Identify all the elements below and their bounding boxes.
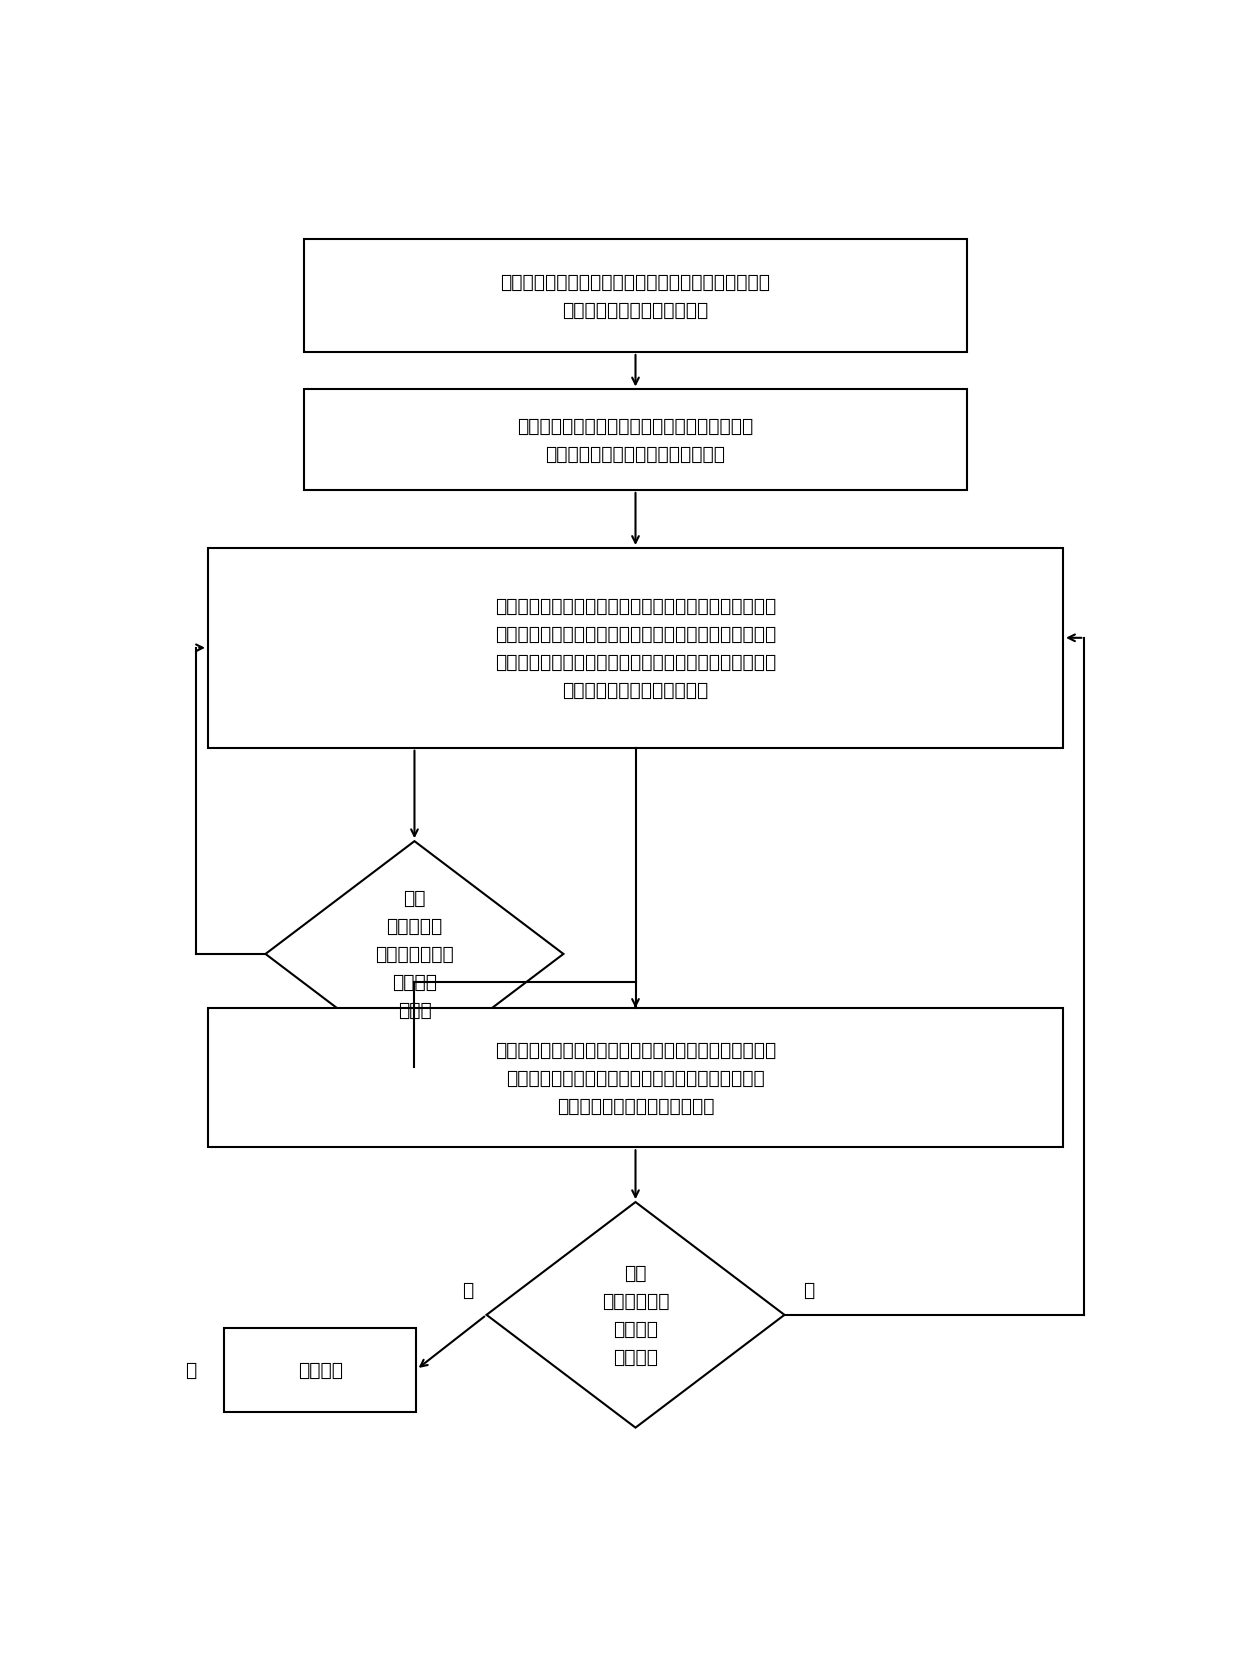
Text: 是: 是 [461,1280,472,1300]
Text: 判断
实时监测的
电池单体的温度
是否高于
设定值: 判断 实时监测的 电池单体的温度 是否高于 设定值 [374,888,454,1021]
Text: 当前述电压值最低的电池单体的电压达到一个预设值时，
通过电池管理器给出命令断开充电中的电池组对应的
开关，终止对该电池组进行充电: 当前述电压值最低的电池单体的电压达到一个预设值时， 通过电池管理器给出命令断开充… [495,1041,776,1116]
Text: 判断
电池整体电压
是否达到
要求电压: 判断 电池整体电压 是否达到 要求电压 [601,1263,670,1367]
FancyBboxPatch shape [304,390,967,490]
FancyBboxPatch shape [208,1009,1063,1148]
Text: 停止充电: 停止充电 [298,1360,342,1379]
FancyBboxPatch shape [304,239,967,353]
FancyBboxPatch shape [208,549,1063,748]
Text: 否: 否 [802,1280,815,1300]
Text: 是: 是 [185,1360,196,1379]
FancyBboxPatch shape [224,1328,417,1412]
Text: 通过电池管理器实时监测每个电池单体的电压，对各电池
单体的电压值按顺序排列，找出电压值最低的电池单体，
并给出命令闭合该电压值最低的电池单体所在电池组对应
的开: 通过电池管理器实时监测每个电池单体的电压，对各电池 单体的电压值按顺序排列，找出… [495,597,776,699]
Text: 将充电器通过开关与各电池组连接，其中充电器
与每一个电池组之间均连接一个开关: 将充电器通过开关与各电池组连接，其中充电器 与每一个电池组之间均连接一个开关 [517,417,754,463]
Text: 提供动力电池，其中动力电池包括多个电池组，每一个
电池组包括至少一个电池单体: 提供动力电池，其中动力电池包括多个电池组，每一个 电池组包括至少一个电池单体 [501,273,770,320]
Polygon shape [486,1203,785,1427]
Polygon shape [265,842,563,1067]
